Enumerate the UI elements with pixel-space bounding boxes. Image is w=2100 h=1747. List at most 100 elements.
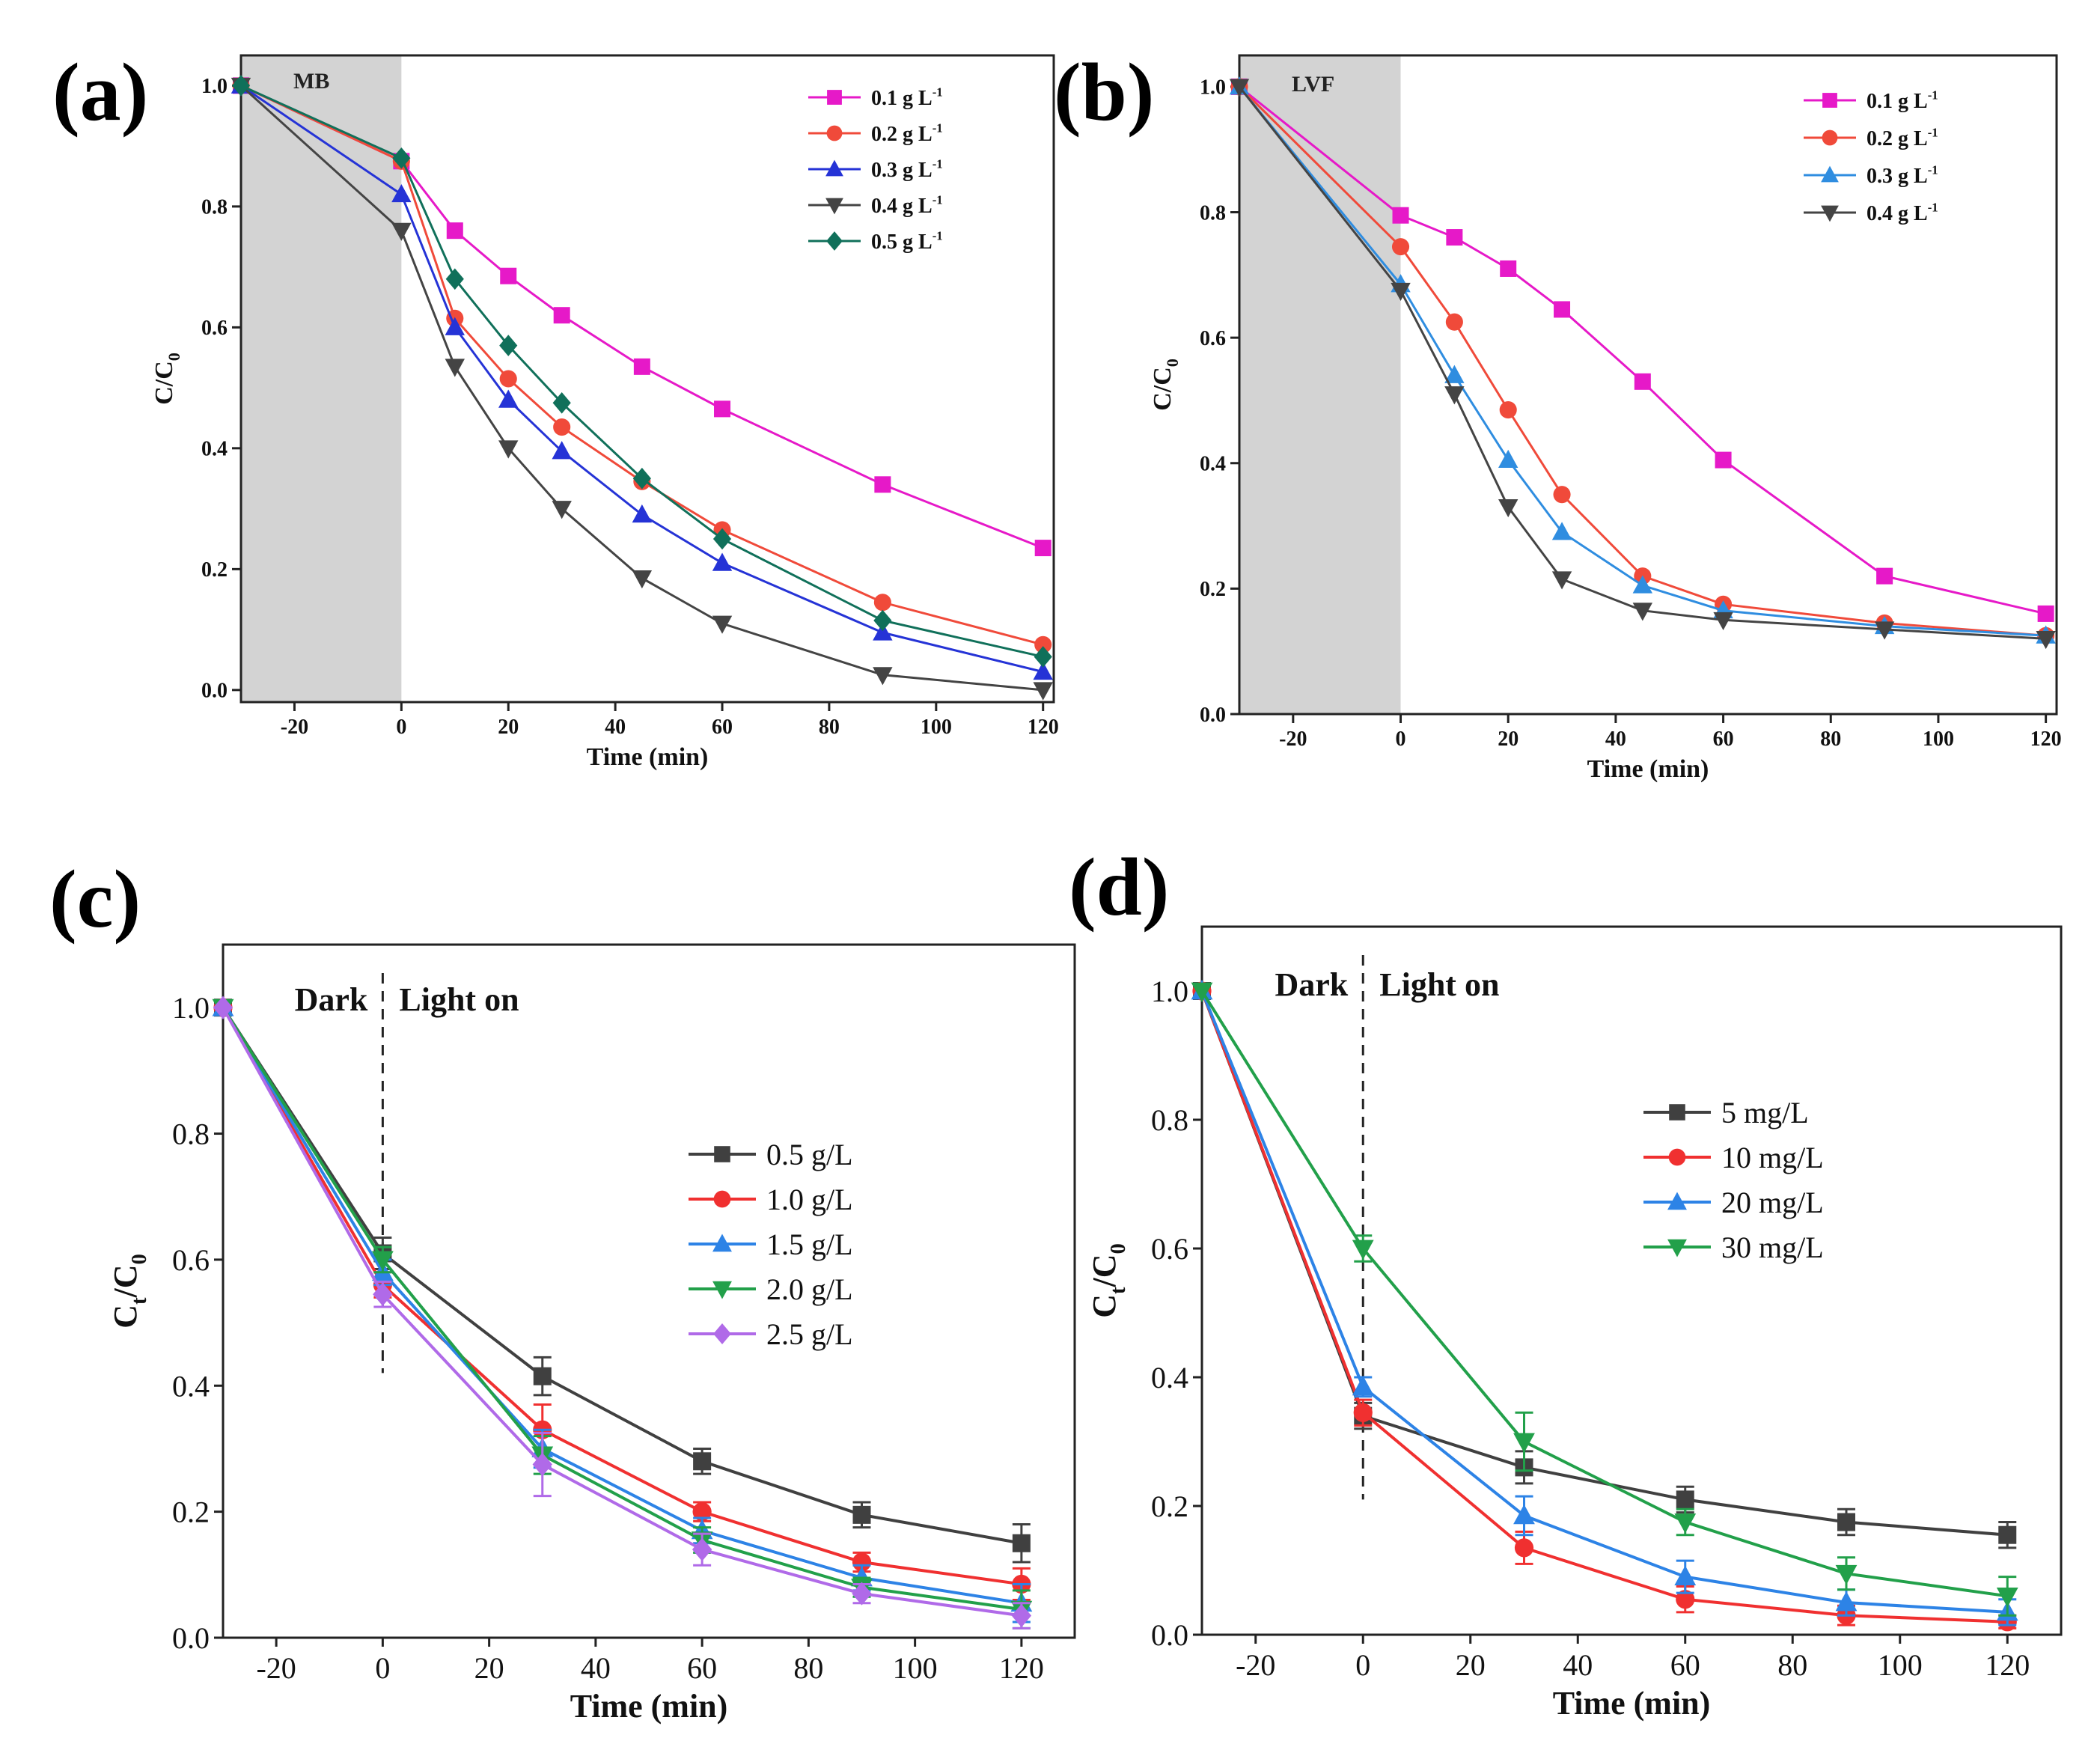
panel-c: Dark Light on -20 0 20 40 60 80 100 120 0.0 0.2 0.4 0… <box>49 853 1076 1725</box>
data-point <box>1554 301 1571 318</box>
x-tick-label: 120 <box>999 1651 1044 1685</box>
plot-frame <box>1238 54 2058 716</box>
y-tick-label: 1.0 <box>1200 76 1226 100</box>
legend-label-text: 0.3 g L <box>1867 165 1928 188</box>
data-point <box>1676 1590 1695 1609</box>
data-point <box>1634 373 1651 390</box>
x-tick-label: 20 <box>1498 728 1518 751</box>
region-label: MB <box>293 69 329 94</box>
data-point <box>445 317 465 335</box>
y-tick-label: 0.0 <box>1200 704 1226 727</box>
data-point <box>712 552 733 571</box>
y-tick-label: 0.8 <box>201 196 228 219</box>
legend-label-text: 0.5 g/L <box>766 1138 853 1171</box>
x-tick-label: 80 <box>819 716 840 739</box>
y-tick-label: 0.2 <box>1151 1490 1188 1523</box>
x-tick-label: -20 <box>281 716 308 739</box>
series-line <box>1200 990 2008 1623</box>
x-tick-label: 0 <box>375 1651 390 1685</box>
legend-marker <box>714 1146 730 1162</box>
data-point <box>873 594 891 612</box>
x-tick-label: 60 <box>712 716 733 739</box>
series-3 <box>1229 79 2056 650</box>
legend-label-text: 0.2 g L <box>1867 127 1928 150</box>
series-line <box>222 1007 1022 1605</box>
data-point <box>499 370 517 388</box>
data-point <box>391 222 412 241</box>
panel-b: LVF -20 0 20 40 60 80 100 120 0.0 0.2 0.4 0.6 0.8 1.0 T… <box>1054 46 2062 783</box>
legend-label: 2.0 g/L <box>766 1272 853 1306</box>
panel-label: (c) <box>49 853 141 945</box>
y-axis-label-mid: /C <box>1086 1254 1123 1287</box>
panel-label: (a) <box>52 46 148 138</box>
legend-label: 1.0 g/L <box>766 1183 853 1216</box>
legend-marker <box>826 231 843 251</box>
legend-label-text: 1.0 g/L <box>766 1183 853 1216</box>
x-tick-label: 80 <box>1777 1648 1807 1682</box>
series-2 <box>1191 980 2018 1626</box>
y-axis-label-sub: t <box>128 1297 151 1305</box>
y-tick-label: 0.4 <box>201 438 228 461</box>
data-point <box>852 1552 872 1572</box>
data-point <box>2036 630 2056 650</box>
y-tick-label: 0.6 <box>1200 327 1226 350</box>
data-point <box>712 615 733 634</box>
x-tick-label: 20 <box>498 716 519 739</box>
x-tick-label: -20 <box>1236 1648 1275 1682</box>
data-point <box>632 504 653 523</box>
data-point <box>1444 365 1465 383</box>
y-axis-label-sub2: 0 <box>1107 1243 1130 1254</box>
legend-marker <box>1822 93 1837 108</box>
data-point <box>1352 1240 1374 1260</box>
data-point <box>1445 313 1463 331</box>
x-axis-label: Time (min) <box>587 743 709 771</box>
y-tick-label: 0.2 <box>172 1496 210 1529</box>
legend-label: 0.2 g L-1 <box>1867 126 1938 150</box>
legend-label: 0.3 g L-1 <box>871 157 943 182</box>
x-tick-label: 40 <box>1563 1648 1593 1682</box>
x-tick-label: 60 <box>687 1651 717 1685</box>
legend-marker <box>827 90 842 105</box>
panel-a: MB -20 0 20 40 60 80 100 120 0.0 0.2 0.4 0.6 0.8 1.0 Ti… <box>52 46 1059 771</box>
x-axis-label: Time (min) <box>1587 755 1709 783</box>
y-tick-label: 0.8 <box>172 1118 210 1151</box>
x-tick-label: -20 <box>256 1651 296 1685</box>
legend-label: 10 mg/L <box>1721 1141 1824 1174</box>
data-point <box>1835 1591 1858 1612</box>
y-tick-label: 0.0 <box>172 1621 210 1655</box>
x-axis-label: Time (min) <box>570 1688 728 1725</box>
legend-marker <box>713 1323 731 1345</box>
light-on-label: Light on <box>399 981 519 1018</box>
legend-label: 0.5 g L-1 <box>871 229 943 254</box>
x-tick-label: 60 <box>1713 728 1734 751</box>
data-point <box>693 1452 712 1471</box>
x-tick-label: 100 <box>1878 1648 1923 1682</box>
data-point <box>1498 499 1518 518</box>
y-tick-label: 0.4 <box>172 1369 210 1403</box>
data-point <box>712 528 732 550</box>
region-label: LVF <box>1292 72 1334 97</box>
data-point <box>1034 540 1051 557</box>
data-point <box>1012 1534 1031 1552</box>
legend-label-text: 30 mg/L <box>1721 1231 1824 1264</box>
legend-label-sup: -1 <box>1928 126 1938 140</box>
legend-marker <box>1668 1148 1686 1166</box>
data-point <box>632 570 653 589</box>
legend-label-sup: -1 <box>1928 163 1938 177</box>
y-axis-label-sub: 0 <box>1163 359 1182 367</box>
data-point <box>1444 386 1465 405</box>
data-point <box>1352 1375 1374 1396</box>
x-tick-label: 80 <box>1820 728 1841 751</box>
x-tick-label: 0 <box>396 716 406 739</box>
data-point <box>1034 635 1052 653</box>
x-tick-label: 100 <box>893 1651 938 1685</box>
plot-frame <box>1200 925 2063 1636</box>
legend-label: 0.5 g/L <box>766 1138 853 1171</box>
data-point <box>552 391 571 414</box>
legend-marker <box>712 1281 732 1299</box>
light-on-label: Light on <box>1379 966 1499 1003</box>
data-point <box>231 75 251 97</box>
x-tick-label: 100 <box>1923 728 1954 751</box>
x-tick-label: 40 <box>1605 728 1626 751</box>
panel-label: (d) <box>1069 841 1169 933</box>
